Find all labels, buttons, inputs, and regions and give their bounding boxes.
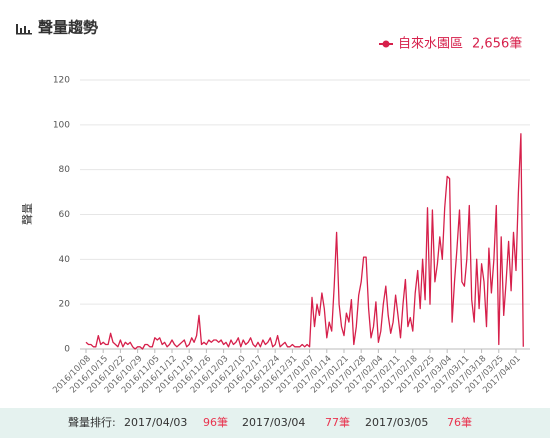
y-tick-label: 120 xyxy=(53,76,70,86)
ranking-value: 77筆 xyxy=(325,415,350,429)
y-tick-label: 0 xyxy=(64,345,70,355)
legend-total: 2,656筆 xyxy=(472,37,522,52)
ranking-bar xyxy=(0,408,550,438)
ranking-value: 96筆 xyxy=(203,415,228,429)
chart-title: 聲量趨勢 xyxy=(38,19,98,37)
y-tick-label: 20 xyxy=(59,300,71,310)
legend-dot xyxy=(382,40,390,48)
y-tick-label: 60 xyxy=(59,210,71,220)
ranking-value: 76筆 xyxy=(447,415,472,429)
series-line xyxy=(85,133,524,350)
ranking-title: 聲量排行: xyxy=(68,415,116,429)
y-tick-label: 40 xyxy=(59,255,71,265)
chart-icon xyxy=(16,24,32,35)
ranking-date: 2017/03/05 xyxy=(365,416,428,429)
y-axis-label: 聲量 xyxy=(20,203,34,225)
ranking-date: 2017/04/03 xyxy=(124,416,187,429)
y-tick-label: 80 xyxy=(59,165,71,175)
legend-label: 自來水園區 xyxy=(398,37,463,52)
y-tick-label: 100 xyxy=(53,120,70,130)
ranking-date: 2017/03/04 xyxy=(242,416,305,429)
